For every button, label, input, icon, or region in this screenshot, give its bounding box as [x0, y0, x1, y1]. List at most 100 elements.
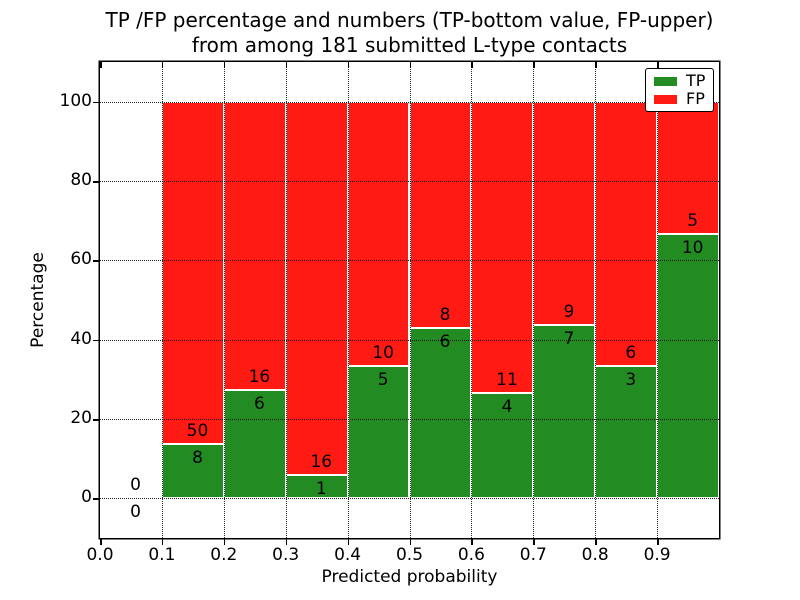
bar-fp-count-label: 0	[130, 475, 141, 496]
x-tick-top	[161, 62, 164, 68]
y-tick	[93, 419, 100, 421]
bar-tp-count-label: 6	[253, 394, 265, 415]
bar-fp-segment	[285, 101, 348, 475]
legend-item-fp: FP	[646, 91, 713, 107]
y-tick-label: 40	[70, 328, 92, 349]
bar-tp-segment	[533, 324, 596, 499]
x-tick-label: 0.0	[86, 545, 114, 565]
gridline-y	[100, 101, 719, 103]
gridline-x	[347, 62, 349, 538]
legend-swatch-fp-icon	[654, 94, 677, 104]
bar-fp-count-label: 10	[372, 343, 395, 364]
x-tick-label: 0.1	[148, 545, 176, 565]
bar-tp-segment	[657, 233, 719, 499]
bar-fp-count-label: 8	[439, 305, 451, 326]
y-tick-label: 100	[59, 90, 92, 111]
x-tick-label: 0.3	[272, 545, 300, 565]
x-tick-top	[347, 62, 350, 68]
bar-tp-count-label: 1	[315, 479, 327, 499]
y-tick	[93, 101, 100, 104]
gridline-y	[100, 419, 719, 420]
y-tick	[93, 181, 100, 183]
bar-tp-count-label: 8	[192, 447, 203, 468]
bar-tp-count-label: 0	[130, 502, 141, 523]
x-tick-label: 0.6	[457, 545, 485, 565]
x-tick-top	[223, 62, 226, 68]
x-tick	[533, 538, 535, 545]
bar-fp-segment	[657, 101, 719, 234]
legend: TP FP	[645, 68, 714, 112]
bar-fp-segment	[595, 101, 658, 367]
gridline-x	[285, 62, 287, 538]
x-tick-top	[471, 62, 473, 68]
bar-tp-segment	[409, 328, 472, 499]
bar-fp-segment	[223, 101, 286, 391]
gridline-x	[595, 62, 597, 538]
gridline-x	[161, 62, 163, 538]
bar-tp-count-label: 6	[439, 332, 451, 353]
bar-fp-count-label: 6	[625, 343, 637, 364]
gridline-x	[533, 62, 535, 538]
x-tick-top	[285, 62, 288, 68]
x-tick-top	[100, 62, 102, 68]
legend-swatch-tp-icon	[654, 76, 677, 86]
x-tick	[223, 538, 226, 545]
bar-fp-segment	[409, 101, 472, 329]
x-tick-label: 0.2	[210, 545, 238, 565]
x-tick	[471, 538, 473, 545]
bar-fp-count-label: 5	[687, 210, 699, 231]
bar-tp-count-label: 10	[681, 237, 704, 258]
y-tick	[93, 260, 100, 262]
x-axis-label: Predicted probability	[321, 567, 498, 587]
x-tick-label: 0.9	[643, 545, 671, 565]
x-tick	[285, 538, 288, 545]
x-tick	[100, 538, 102, 545]
chart-title-line2: from among 181 submitted L-type contacts	[191, 33, 628, 57]
y-tick-label: 60	[70, 249, 92, 270]
x-tick-top	[657, 62, 659, 68]
x-tick-top	[409, 62, 411, 68]
bar-tp-count-label: 7	[563, 328, 575, 349]
x-tick-top	[533, 62, 535, 68]
x-tick-label: 0.7	[519, 545, 547, 565]
bar-fp-segment	[347, 101, 410, 367]
y-tick	[93, 339, 100, 342]
bar-fp-segment	[471, 101, 534, 393]
legend-item-tp: TP	[646, 73, 713, 89]
y-tick-label: 0	[81, 487, 92, 508]
x-tick	[347, 538, 350, 545]
gridline-x	[657, 62, 659, 538]
x-tick-top	[595, 62, 597, 68]
gridline-x	[223, 62, 225, 538]
y-tick	[93, 498, 100, 500]
legend-label-fp: FP	[686, 89, 705, 108]
bar-fp-count-label: 16	[248, 367, 271, 388]
bar-tp-count-label: 4	[501, 396, 513, 417]
chart-title-line1: TP /FP percentage and numbers (TP-bottom…	[105, 8, 714, 32]
y-tick-label: 20	[70, 408, 92, 428]
x-tick	[595, 538, 597, 545]
gridline-x	[471, 62, 473, 538]
x-tick-label: 0.8	[581, 545, 609, 565]
y-tick-label: 80	[70, 170, 92, 190]
x-tick	[161, 538, 164, 545]
gridline-y	[100, 498, 719, 500]
bar-fp-count-label: 9	[563, 301, 575, 322]
bar-tp-count-label: 5	[377, 370, 389, 391]
bar-fp-count-label: 50	[186, 420, 209, 441]
plot-area: TP FP 0 0 50 8 16 6 16 1 10 5 8 6 11 4 9 7 6 3 5 10	[100, 62, 719, 538]
x-tick	[657, 538, 659, 545]
bar-tp-segment	[223, 390, 286, 499]
chart-title: TP /FP percentage and numbers (TP-bottom…	[100, 8, 719, 58]
x-tick-label: 0.4	[334, 545, 362, 565]
bar-fp-segment	[533, 101, 596, 325]
bar-tp-segment	[161, 443, 224, 499]
bar-fp-count-label: 11	[496, 369, 518, 390]
bar-fp-segment	[161, 101, 224, 444]
gridline-y	[100, 260, 719, 262]
x-tick-label: 0.5	[395, 545, 424, 565]
gridline-y	[100, 181, 719, 182]
x-tick	[409, 538, 411, 545]
gridline-y	[100, 339, 719, 341]
